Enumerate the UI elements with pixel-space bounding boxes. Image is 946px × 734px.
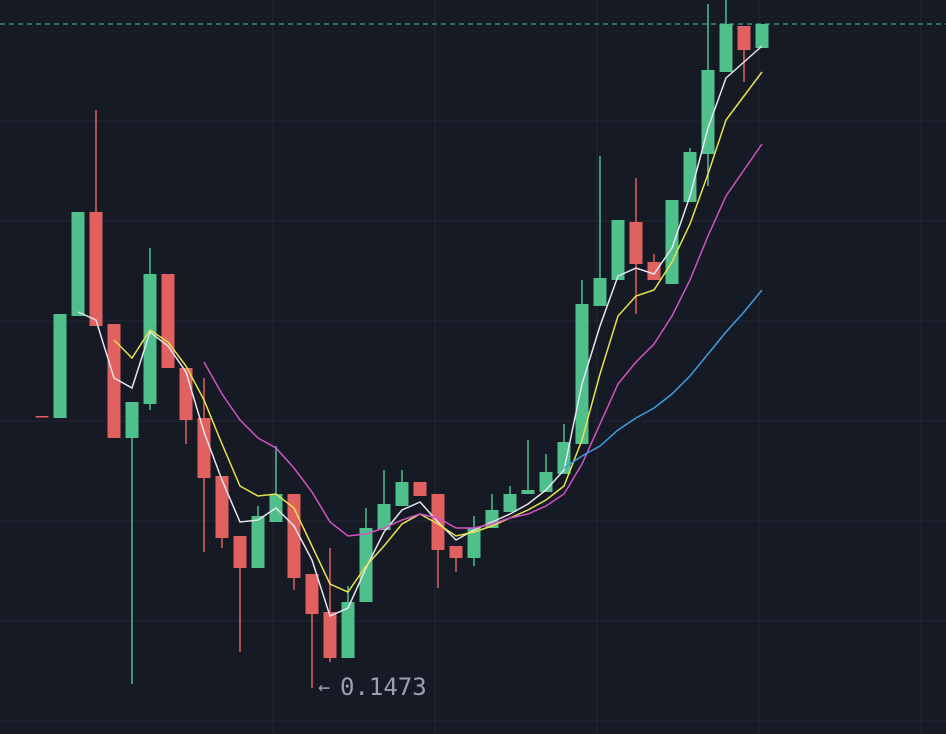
candle-body (611, 220, 625, 280)
candle-body (35, 416, 49, 418)
candle-body (503, 494, 517, 512)
candle-body (629, 222, 643, 264)
candle-body (53, 314, 67, 418)
moving-average (77, 45, 763, 618)
candle-body (701, 70, 715, 154)
candle-body (323, 612, 337, 658)
candle-body (233, 536, 247, 568)
candle-body (107, 324, 121, 438)
candle-body (413, 482, 427, 496)
candle-body (449, 546, 463, 558)
candle-body (467, 528, 481, 558)
candle-body (647, 262, 661, 280)
low-label: 0.1473 (340, 673, 427, 701)
candle-body (143, 274, 157, 404)
candle-body (89, 212, 103, 326)
candle-body (125, 402, 139, 438)
low-arrow: ← (318, 675, 330, 699)
candle-body (755, 24, 769, 48)
moving-average (563, 289, 763, 469)
vertical-grid (272, 0, 922, 734)
candle-body (575, 304, 589, 444)
candle-body (719, 24, 733, 72)
candle-body (593, 278, 607, 306)
candle-body (737, 26, 751, 50)
candle-body (395, 482, 409, 506)
candle-body (521, 490, 535, 494)
candle-body (71, 212, 85, 316)
candle-body (197, 418, 211, 478)
candle-body (305, 574, 319, 614)
moving-average (113, 71, 763, 593)
moving-average (203, 143, 763, 537)
candle-body (683, 152, 697, 202)
candle-body (665, 200, 679, 284)
grid (0, 120, 946, 722)
candle-body (377, 504, 391, 530)
candle-body (341, 602, 355, 658)
candle-body (251, 516, 265, 568)
candle-body (215, 476, 229, 538)
candle-body (161, 274, 175, 368)
marks (0, 0, 946, 688)
